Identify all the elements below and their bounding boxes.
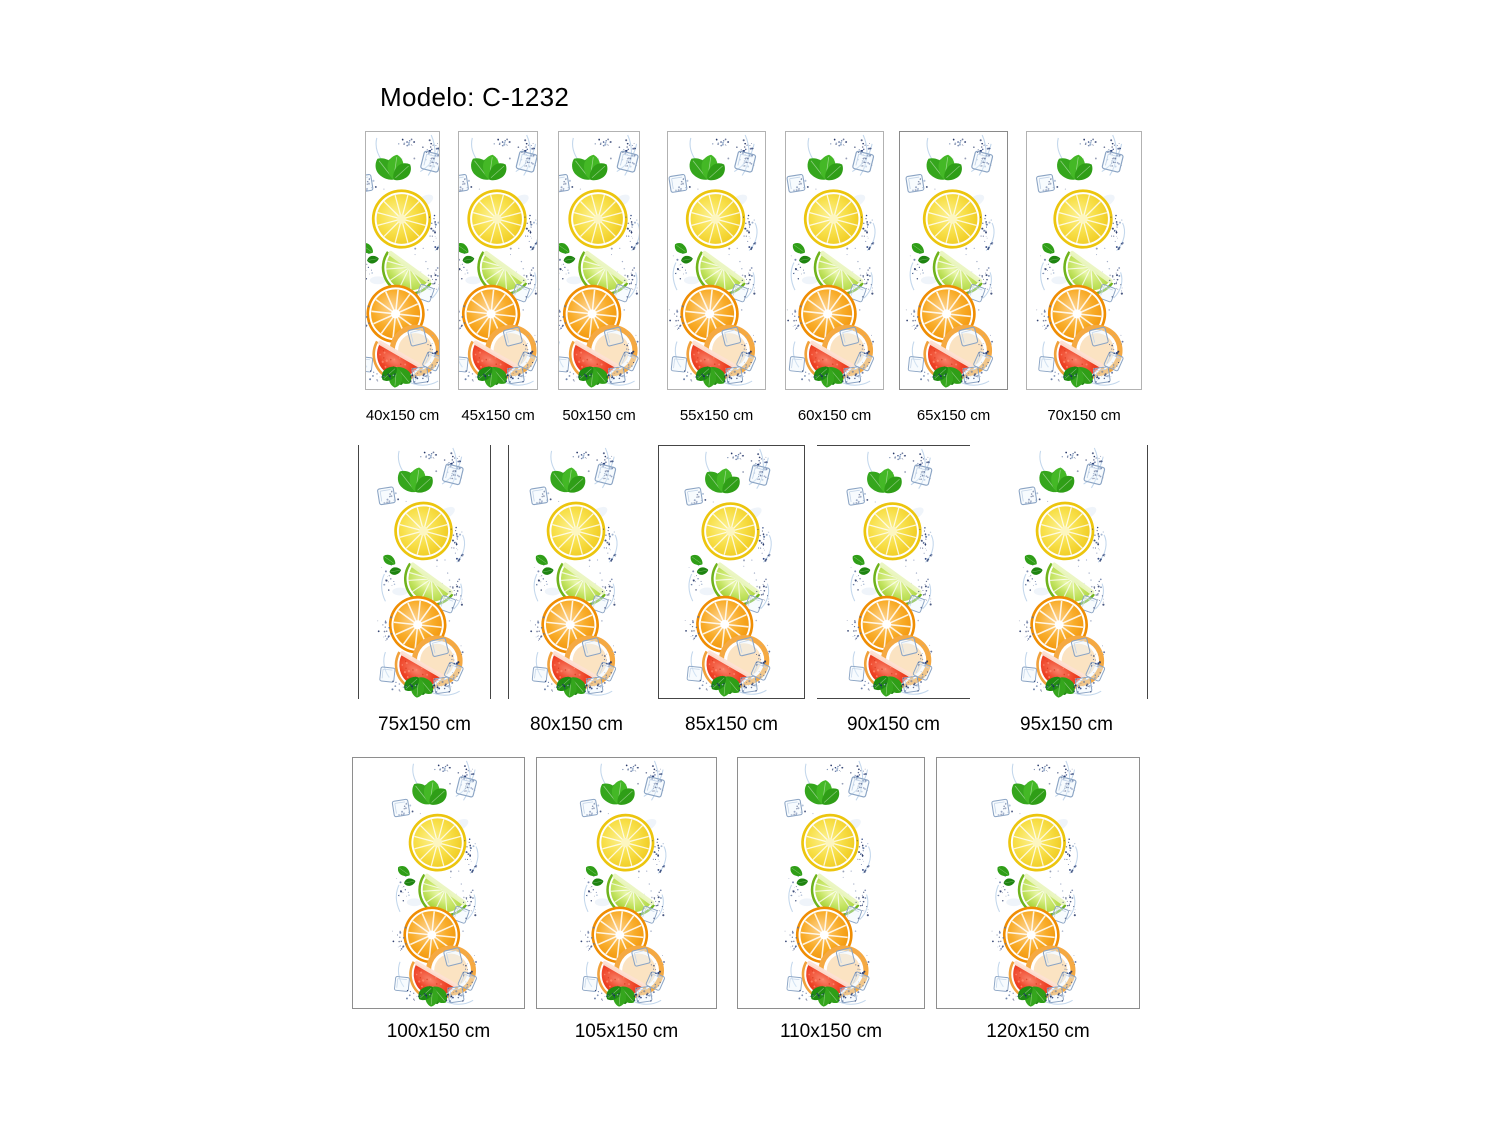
- size-label: 65x150 cm: [916, 407, 991, 424]
- size-variant-panel: [508, 445, 645, 699]
- size-variant-panel: [667, 131, 766, 390]
- citrus-artwork: [668, 132, 765, 389]
- size-variant-panel: [899, 131, 1008, 390]
- size-label: 45x150 cm: [461, 407, 535, 424]
- size-variant-panel: [936, 757, 1140, 1009]
- page-title: Modelo: C-1232: [380, 82, 570, 112]
- citrus-artwork: [537, 758, 716, 1008]
- citrus-artwork: [509, 445, 645, 699]
- size-variant-panel: [817, 445, 970, 699]
- size-variant-panel: [536, 757, 717, 1009]
- size-variant-panel: [785, 131, 884, 390]
- citrus-artwork: [738, 758, 924, 1008]
- size-label: 60x150 cm: [797, 407, 872, 424]
- citrus-artwork: [786, 132, 883, 389]
- citrus-artwork: [366, 132, 439, 389]
- size-label: 55x150 cm: [679, 407, 754, 424]
- size-variant-panel: [737, 757, 925, 1009]
- size-label: 75x150 cm: [378, 714, 471, 735]
- size-label: 85x150 cm: [685, 714, 778, 735]
- citrus-artwork: [900, 132, 1007, 389]
- size-label: 105x150 cm: [574, 1021, 679, 1042]
- citrus-artwork: [359, 445, 490, 699]
- size-variant-panel: [365, 131, 440, 390]
- citrus-artwork: [559, 132, 639, 389]
- citrus-artwork: [937, 758, 1139, 1008]
- size-variant-panel: [358, 445, 491, 699]
- size-label: 90x150 cm: [847, 714, 940, 735]
- size-label: 80x150 cm: [530, 714, 623, 735]
- citrus-artwork: [459, 132, 537, 389]
- size-variant-panel: [658, 445, 805, 699]
- size-variant-panel: [985, 445, 1148, 699]
- size-label: 40x150 cm: [365, 407, 440, 424]
- size-label: 50x150 cm: [562, 407, 636, 424]
- size-variant-panel: [352, 757, 525, 1009]
- citrus-artwork: [659, 446, 804, 698]
- size-variant-panel: [458, 131, 538, 390]
- size-label: 95x150 cm: [1020, 714, 1113, 735]
- size-variant-panel: [1026, 131, 1142, 390]
- citrus-artwork: [985, 445, 1147, 699]
- size-label: 70x150 cm: [1047, 407, 1121, 424]
- citrus-artwork: [817, 446, 970, 698]
- size-label: 100x150 cm: [386, 1021, 491, 1042]
- size-label: 120x150 cm: [986, 1021, 1090, 1042]
- citrus-artwork: [1027, 132, 1141, 389]
- citrus-artwork: [353, 758, 524, 1008]
- size-label: 110x150 cm: [779, 1021, 883, 1042]
- size-variant-panel: [558, 131, 640, 390]
